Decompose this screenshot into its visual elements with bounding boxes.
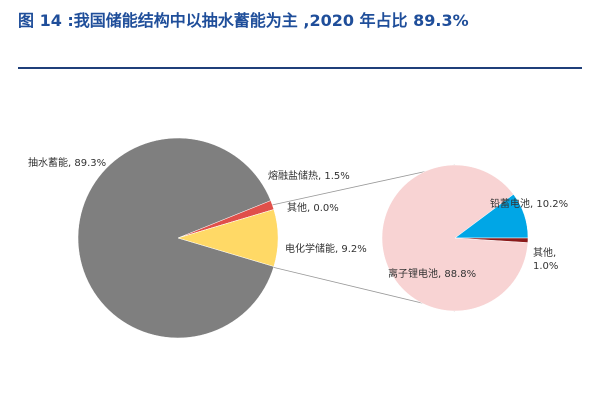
pie-slice — [177, 209, 279, 267]
data-label: 熔融盐储热, 1.5% — [268, 169, 350, 182]
data-label: 离子锂电池, 88.8% — [388, 267, 476, 280]
chart-title: 图 14 :我国储能结构中以抽水蓄能为主 ,2020 年占比 89.3% — [18, 11, 469, 30]
data-label: 其他, 0.0% — [287, 201, 339, 214]
data-label: 电化学储能, 9.2% — [285, 242, 367, 255]
pie-slice — [454, 237, 529, 243]
pie-slice — [77, 137, 275, 339]
data-label: 铅蓄电池, 10.2% — [490, 197, 568, 210]
data-label: 其他, 1.0% — [533, 246, 558, 272]
data-label: 抽水蓄能, 89.3% — [28, 156, 106, 169]
